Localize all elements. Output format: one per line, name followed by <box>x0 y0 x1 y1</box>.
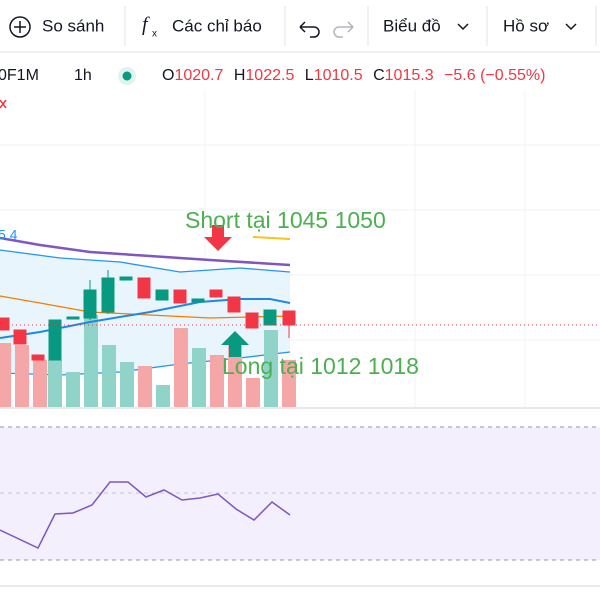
interval: 1h <box>74 67 92 84</box>
l-label: L <box>305 67 314 84</box>
ma-line <box>0 236 291 267</box>
band-value: 5.4 <box>0 227 18 243</box>
symbol: 0F1M <box>0 67 39 84</box>
target-line <box>252 236 291 240</box>
short-note: Short tại 1045 1050 <box>185 207 386 233</box>
rsi-line <box>0 481 291 549</box>
o-value: 1020.7 <box>174 67 223 84</box>
c-label: C <box>373 67 385 84</box>
status-dot <box>122 71 132 81</box>
l-value: 1010.5 <box>314 67 363 84</box>
change: −5.6 (−0.55%) <box>444 67 545 84</box>
chart-label: Biểu đồ <box>383 16 441 35</box>
profile-button[interactable]: Hồ sơ <box>503 16 577 35</box>
ema-line <box>0 295 291 319</box>
o-label: O <box>162 67 174 84</box>
chart-button[interactable]: Biểu đồ <box>383 16 469 35</box>
band-upper <box>0 249 291 273</box>
buy-arrow <box>221 331 249 357</box>
volume <box>0 315 296 407</box>
redo-button[interactable] <box>333 21 354 38</box>
undo-button[interactable] <box>299 21 320 38</box>
plus-icon <box>14 21 26 33</box>
ohlc: O1020.7 H1022.5 L1010.5 C1015.3 −5.6 (−0… <box>162 67 545 84</box>
c-value: 1015.3 <box>385 67 434 84</box>
indicators-label: Các chỉ báo <box>172 16 262 35</box>
compare-label: So sánh <box>42 16 104 35</box>
indicators-button[interactable]: f x Các chỉ báo <box>142 14 262 40</box>
mid-line <box>0 298 291 339</box>
chevron <box>565 23 577 31</box>
fx-icon: x <box>152 29 157 40</box>
long-note: Long tại 1012 1018 <box>222 353 419 379</box>
h-label: H <box>234 67 246 84</box>
profile-label: Hồ sơ <box>503 16 549 35</box>
candles <box>0 270 296 361</box>
fx-icon: f <box>142 14 150 36</box>
marker <box>0 99 7 109</box>
compare-button[interactable]: So sánh <box>9 16 104 38</box>
chevron <box>457 23 469 31</box>
plus-icon <box>9 16 31 38</box>
h-value: 1022.5 <box>245 67 294 84</box>
sell-arrow <box>204 225 232 251</box>
